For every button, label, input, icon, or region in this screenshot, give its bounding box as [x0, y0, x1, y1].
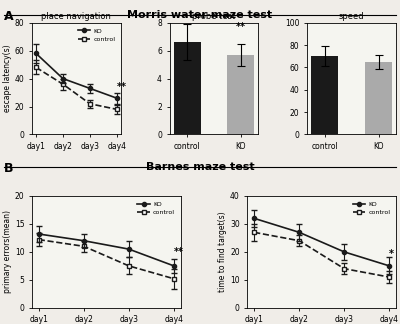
Title: probe test: probe test — [192, 12, 236, 20]
Y-axis label: time to find target(s): time to find target(s) — [218, 212, 227, 292]
Legend: KO, control: KO, control — [75, 26, 118, 45]
Text: Barnes maze test: Barnes maze test — [146, 162, 254, 172]
Bar — [311, 56, 338, 134]
Text: *: * — [389, 249, 394, 260]
Text: B: B — [4, 162, 14, 175]
Title: place navigation: place navigation — [42, 12, 111, 20]
Bar — [365, 62, 392, 134]
Title: speed: speed — [339, 12, 364, 20]
Text: **: ** — [174, 247, 184, 257]
Text: A: A — [4, 10, 14, 23]
Y-axis label: escape latency(s): escape latency(s) — [3, 45, 12, 112]
Bar — [228, 55, 254, 134]
Text: **: ** — [117, 82, 127, 92]
Text: Morris water maze test: Morris water maze test — [128, 10, 272, 20]
Legend: KO, control: KO, control — [135, 199, 178, 218]
Y-axis label: primary errors(mean): primary errors(mean) — [3, 210, 12, 294]
Bar — [174, 42, 200, 134]
Text: **: ** — [236, 22, 246, 32]
Legend: KO, control: KO, control — [350, 199, 393, 218]
